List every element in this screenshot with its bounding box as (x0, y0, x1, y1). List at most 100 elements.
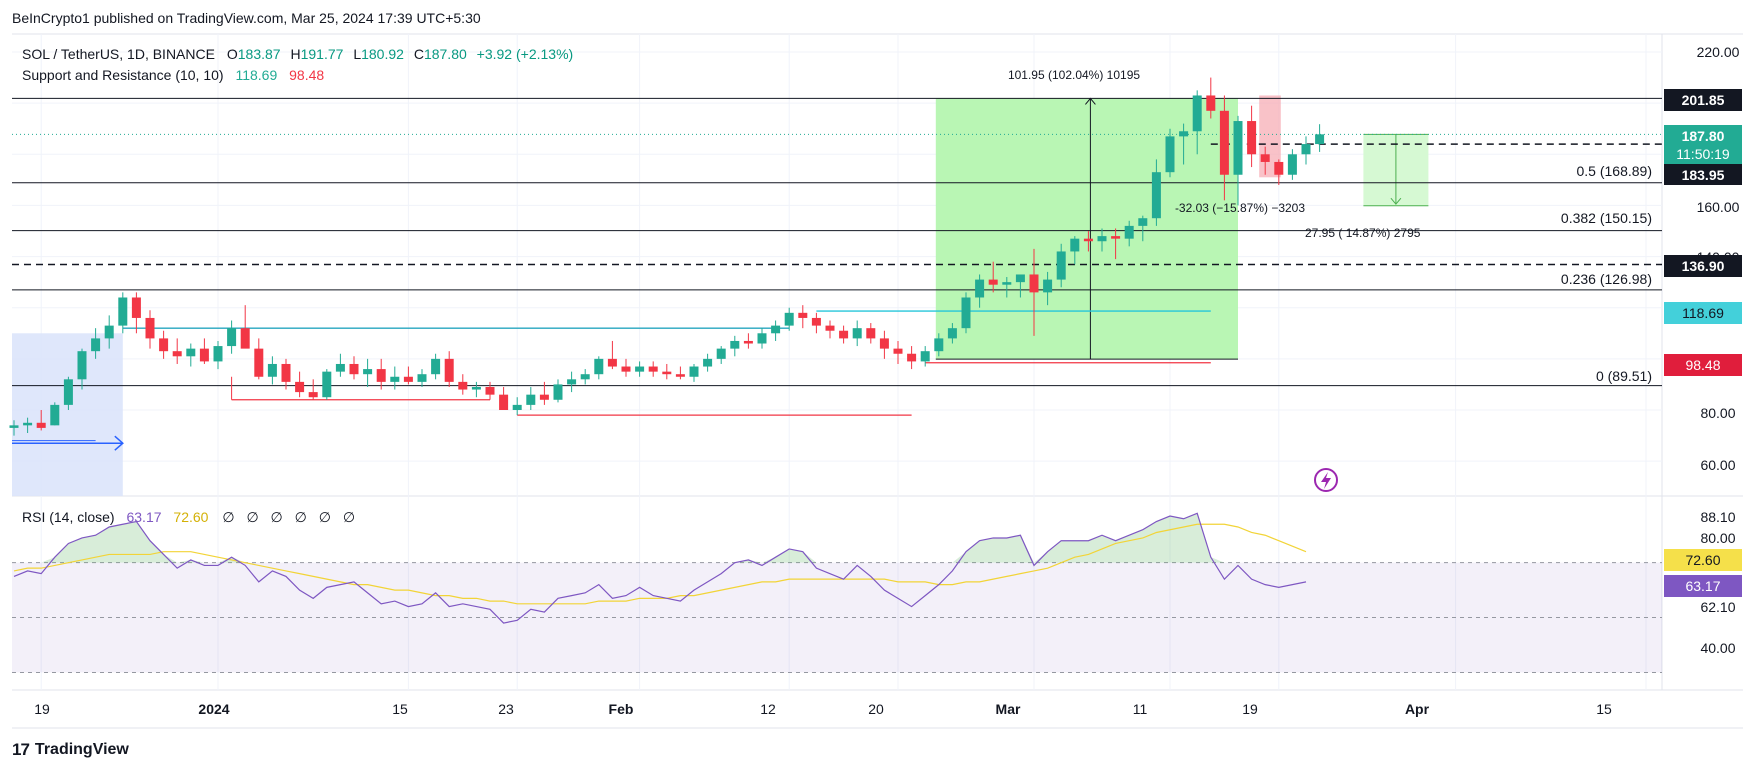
time-label-12: 12 (760, 701, 776, 717)
badge-rsi-ma: 72.60 (1664, 549, 1742, 571)
candle (1233, 115, 1243, 206)
candle-body (866, 328, 876, 339)
levels-layer (12, 97, 1662, 416)
candle (77, 348, 87, 390)
candle (335, 353, 345, 377)
candle (1124, 220, 1134, 247)
candle-body (1111, 236, 1121, 239)
candle (499, 386, 509, 410)
candle (1274, 159, 1284, 185)
candle-body (1083, 238, 1093, 242)
legend-na-4: ∅ (295, 509, 307, 525)
candle (798, 305, 808, 329)
candle-body (947, 328, 957, 339)
candle (907, 346, 917, 370)
candle (920, 346, 930, 367)
legend-c-value: 187.80 (424, 46, 467, 62)
candle-body (131, 297, 141, 318)
candle-body (988, 279, 998, 285)
time-label-15: 15 (392, 701, 408, 717)
legend-l-value: 180.92 (361, 46, 404, 62)
candle (91, 328, 101, 359)
candle (363, 358, 373, 387)
candle-body (1247, 121, 1257, 155)
candle-body (512, 404, 522, 410)
legend-h-value: 191.77 (301, 46, 344, 62)
time-label-20: 20 (868, 701, 884, 717)
candle-body (975, 279, 985, 298)
candle (1015, 274, 1025, 298)
candle-body (567, 379, 577, 385)
rsi-layer (12, 512, 1662, 673)
time-label-2024: 2024 (198, 701, 229, 717)
candle (866, 323, 876, 344)
short-arrow-head (1390, 197, 1402, 205)
legend-na-1: ∅ (222, 509, 234, 525)
price-tick-220: 220.00 (1697, 44, 1740, 60)
candle-body (403, 376, 413, 382)
candle-body (1165, 136, 1175, 173)
candle-body (1056, 251, 1066, 280)
candle-body (63, 379, 73, 405)
candle-body (1233, 121, 1243, 175)
candle (431, 353, 441, 380)
candle-body (675, 374, 685, 377)
candle-body (1287, 154, 1297, 175)
legend-indicator-name: Support and Resistance (10, 10) (22, 67, 224, 83)
badge-rsi: 63.17 (1664, 575, 1742, 597)
blue-arrow-head (114, 435, 124, 451)
candle-body (322, 371, 332, 398)
legend-rsi: RSI (14, close) 63.17 72.60 ∅ ∅ ∅ ∅ ∅ ∅ (22, 509, 355, 525)
green-measure-zone (935, 98, 1238, 360)
candle-body (635, 366, 645, 372)
candle (1097, 228, 1107, 252)
candle (1043, 271, 1053, 306)
candle-body (458, 381, 468, 390)
candle (961, 292, 971, 334)
candle (227, 320, 237, 354)
candle-body (1070, 238, 1080, 252)
legend-na-5: ∅ (319, 509, 331, 525)
legend-l-label: L (353, 46, 361, 62)
tradingview-logo[interactable]: 17 TradingView (12, 740, 129, 760)
legend-na-2: ∅ (246, 509, 258, 525)
candle-body (730, 340, 740, 349)
legend-rsi-value: 63.17 (126, 509, 161, 525)
time-label-mar: Mar (996, 701, 1021, 717)
candle-body (159, 338, 169, 352)
candle (743, 333, 753, 349)
candle (1111, 228, 1121, 260)
badge-201: 201.85 (1664, 89, 1742, 111)
badge-rsi-ma-text: 72.60 (1685, 552, 1720, 568)
badge-support-text: 98.48 (1685, 357, 1720, 373)
candles-layer (9, 77, 1325, 436)
candle (1138, 215, 1148, 242)
candle (145, 310, 155, 349)
candle-body (1015, 274, 1025, 283)
candle-body (811, 317, 821, 326)
candle-body (1029, 274, 1039, 293)
candle (23, 417, 33, 434)
candle (471, 381, 481, 398)
candle-body (308, 392, 318, 398)
badge-201-text: 201.85 (1682, 92, 1725, 108)
candle-body (1315, 134, 1325, 145)
legend-indicator: Support and Resistance (10, 10) 118.69 9… (22, 67, 324, 83)
time-label-19: 19 (34, 701, 50, 717)
candle (417, 369, 427, 387)
candle-body (240, 328, 250, 349)
candle (159, 330, 169, 359)
legend-main: SOL / TetherUS, 1D, BINANCE O183.87 H191… (22, 46, 573, 62)
candle-body (227, 328, 237, 347)
candle-body (689, 366, 699, 377)
candle-body (91, 338, 101, 352)
candle-body (376, 369, 386, 382)
candle-body (335, 363, 345, 372)
legend-support-value: 98.48 (289, 67, 324, 83)
lightning-icon[interactable] (1314, 468, 1338, 492)
candle (893, 340, 903, 364)
candle-body (839, 330, 849, 339)
candle (267, 356, 277, 385)
candle (1151, 159, 1161, 226)
